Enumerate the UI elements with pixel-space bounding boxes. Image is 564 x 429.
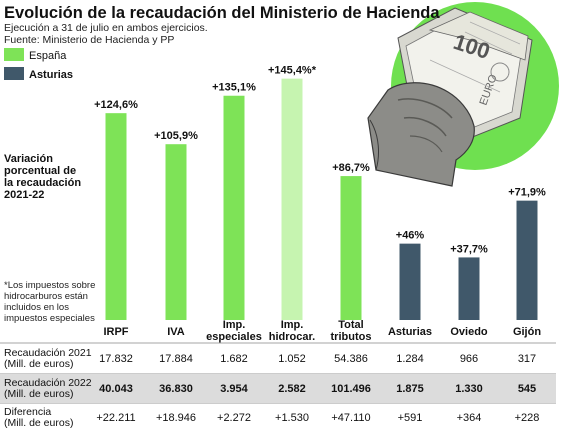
bar-imp-especiales (223, 95, 245, 320)
table-cell-diferencia-gijon: +228 (515, 412, 540, 424)
legend-label-espana: España (29, 50, 67, 62)
table-cell-recaudacion-2022-imp-especiales: 3.954 (220, 383, 248, 395)
side-label-line-2: porcentual de (4, 165, 76, 177)
table-cell-recaudacion-2022-imp-hidrocar: 2.582 (278, 383, 306, 395)
category-label-imp-especiales-line-2: especiales (206, 331, 262, 343)
row-label-recaudacion-2021-line-2: (Mill. de euros) (4, 358, 73, 370)
value-label-oviedo: +37,7% (450, 243, 488, 255)
table-cell-recaudacion-2021-asturias: 1.284 (396, 353, 424, 365)
legend-swatch-asturias (4, 67, 24, 80)
table-cell-recaudacion-2022-gijon: 545 (518, 383, 536, 395)
table-cell-diferencia-oviedo: +364 (457, 412, 482, 424)
table-cell-diferencia-total-tributos: +47.110 (331, 412, 370, 424)
hand-holding-euro-banknotes-illustration: 100 EURO (367, 2, 559, 187)
footnote-line-2: hidrocarburos están (4, 291, 88, 302)
footnote-line-4: impuestos especiales (4, 313, 95, 324)
footnote-line-3: incluidos en los (4, 302, 69, 313)
value-label-irpf: +124,6% (94, 99, 138, 111)
subtitle-line-1: Ejecución a 31 de julio en ambos ejercic… (4, 22, 208, 34)
table-row-shading-recaudacion-2022 (0, 374, 556, 403)
table-cell-recaudacion-2021-irpf: 17.832 (99, 353, 133, 365)
value-label-imp-especiales: +135,1% (212, 82, 256, 94)
table-cell-recaudacion-2022-asturias: 1.875 (396, 383, 424, 395)
row-label-recaudacion-2021-line-1: Recaudación 2021 (4, 347, 92, 359)
category-label-imp-hidrocar-line-1: Imp. (281, 319, 304, 331)
table-cell-diferencia-irpf: +22.211 (96, 412, 135, 424)
hand-icon (367, 82, 475, 187)
bar-gijon (516, 200, 538, 320)
category-label-oviedo: Oviedo (450, 326, 488, 338)
row-label-diferencia-line-1: Diferencia (4, 406, 51, 418)
category-label-iva: IVA (167, 326, 185, 338)
category-label-asturias: Asturias (388, 326, 432, 338)
bar-iva (165, 144, 187, 320)
table-cell-recaudacion-2021-imp-hidrocar: 1.052 (278, 353, 306, 365)
bar-asturias (399, 243, 421, 320)
value-label-imp-hidrocar: +145,4%* (268, 65, 317, 77)
data-table: Recaudación 2021(Mill. de euros) 17.832 17… (0, 342, 556, 429)
value-label-asturias: +46% (396, 230, 425, 242)
legend-swatch-espana (4, 48, 24, 61)
table-cell-recaudacion-2022-iva: 36.830 (159, 383, 193, 395)
side-label: Variación porcentual de la recaudación 2… (4, 153, 81, 201)
bar-irpf (105, 113, 127, 320)
table-cell-recaudacion-2022-oviedo: 1.330 (455, 383, 483, 395)
bars-group: +124,6%IRPF+105,9%IVA+135,1%Imp.especial… (94, 65, 546, 343)
table-cell-recaudacion-2021-imp-especiales: 1.682 (220, 353, 248, 365)
value-label-gijon: +71,9% (508, 187, 546, 199)
table-cell-recaudacion-2021-gijon: 317 (518, 353, 536, 365)
legend: España Asturias (4, 48, 73, 81)
footnote: *Los impuestos sobre hidrocarburos están… (4, 280, 95, 324)
table-cell-recaudacion-2021-total-tributos: 54.386 (334, 353, 368, 365)
side-label-line-4: 2021-22 (4, 189, 44, 201)
row-label-recaudacion-2022-line-1: Recaudación 2022 (4, 377, 92, 389)
bar-oviedo (458, 257, 480, 320)
table-cell-recaudacion-2021-iva: 17.884 (159, 353, 193, 365)
legend-label-asturias: Asturias (29, 69, 73, 81)
side-label-line-3: la recaudación (4, 177, 81, 189)
bar-total-tributos (340, 176, 362, 320)
category-label-imp-especiales-line-1: Imp. (223, 319, 246, 331)
bar-imp-hidrocar (281, 78, 303, 320)
chart-title: Evolución de la recaudación del Minister… (4, 4, 440, 22)
table-cell-diferencia-imp-hidrocar: +1.530 (275, 412, 309, 424)
table-cell-diferencia-iva: +18.946 (156, 412, 196, 424)
subtitle-line-2: Fuente: Ministerio de Hacienda y PP (4, 34, 174, 46)
category-label-imp-hidrocar-line-2: hidrocar. (269, 331, 315, 343)
category-label-total-tributos-line-1: Total (338, 319, 363, 331)
category-label-gijon: Gijón (513, 326, 541, 338)
table-cell-recaudacion-2021-oviedo: 966 (460, 353, 478, 365)
value-label-iva: +105,9% (154, 130, 198, 142)
table-cell-diferencia-imp-especiales: +2.272 (217, 412, 251, 424)
footnote-line-1: *Los impuestos sobre (4, 280, 95, 291)
table-cell-recaudacion-2022-irpf: 40.043 (99, 383, 133, 395)
row-label-diferencia-line-2: (Mill. de euros) (4, 417, 73, 429)
value-label-total-tributos: +86,7% (332, 162, 370, 174)
side-label-line-1: Variación (4, 153, 53, 165)
table-cell-diferencia-asturias: +591 (398, 412, 423, 424)
table-cell-recaudacion-2022-total-tributos: 101.496 (331, 383, 371, 395)
category-label-irpf: IRPF (103, 326, 128, 338)
category-label-total-tributos-line-2: tributos (331, 331, 372, 343)
row-label-recaudacion-2022-line-2: (Mill. de euros) (4, 388, 73, 400)
